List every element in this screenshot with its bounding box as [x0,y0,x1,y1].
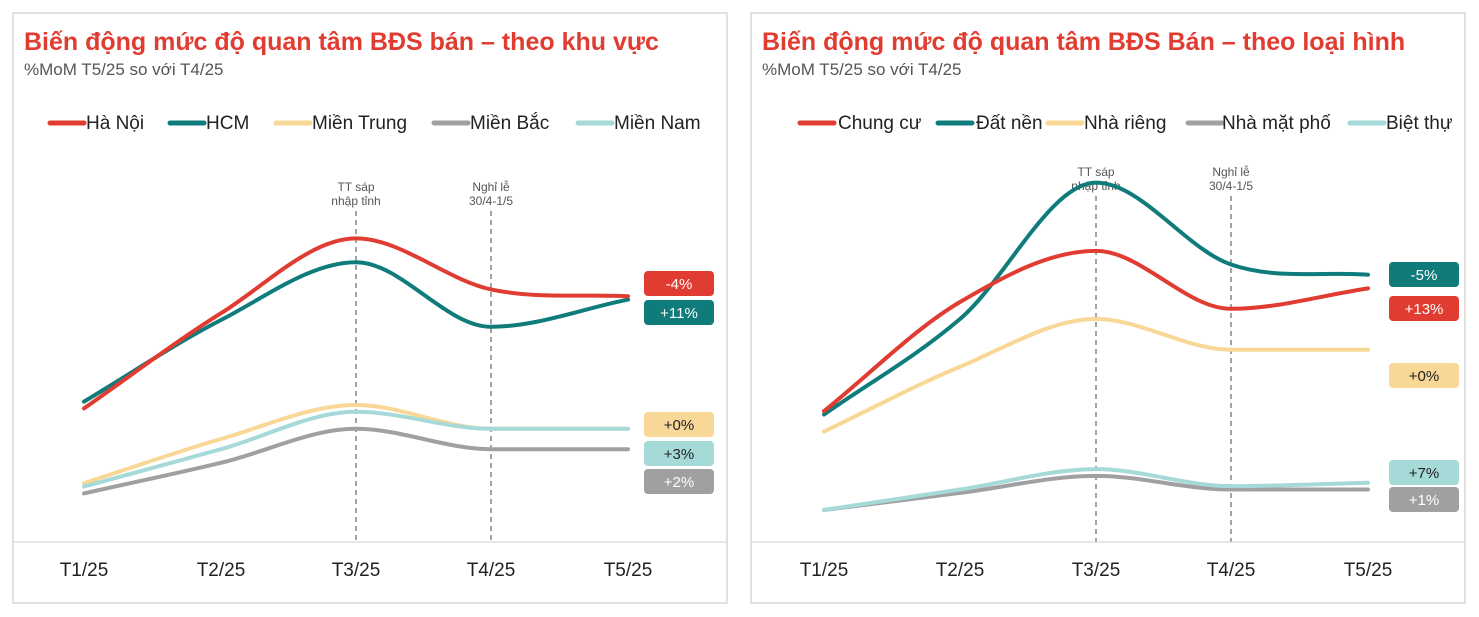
legend-label-nha-rieng: Nhà riêng [1084,113,1166,134]
legend-label-biet-thu: Biệt thự [1386,113,1453,134]
legend-label-chung-cu: Chung cư [838,113,922,134]
end-label-dat-nen: -5% [1411,267,1438,284]
series-line-nha-rieng [822,317,1370,434]
x-tick-label: T4/25 [1207,560,1256,581]
end-label-box-mien-nam [644,441,714,466]
series-line-dat-nen [822,180,1370,417]
end-label-mien-trung: +0% [664,417,694,434]
series-line-nha-mat-pho [822,473,1370,512]
annotation-label: Nghỉ lễ [1212,164,1250,179]
end-label-box-mien-trung [644,412,714,437]
series-line-mien-trung [82,403,630,486]
series-line-mien-nam [82,409,630,489]
x-tick-label: T2/25 [936,560,985,581]
annotation-label: Nghỉ lễ [472,179,510,194]
x-tick-label: T5/25 [1344,560,1393,581]
chart-panel-region: Biến động mức độ quan tâm BĐS bán – theo… [12,12,728,604]
end-label-box-hcm [644,300,714,325]
end-label-mien-nam: +3% [664,446,694,463]
end-label-hcm: +11% [660,305,698,322]
series-line-ha-noi [82,236,630,411]
series-line-chung-cu [822,248,1370,414]
line-chart-type: Chung cư Đất nền Nhà riêng Nhà mặt phố Biệt … [752,113,1464,581]
legend-label-dat-nen: Đất nền [976,113,1043,134]
end-label-ha-noi: -4% [666,276,693,293]
end-label-chung-cu: +13% [1405,301,1444,318]
end-label-box-dat-nen [1389,262,1459,287]
chart-title: Biến động mức độ quan tâm BĐS Bán – theo… [762,28,1406,56]
end-label-box-mien-bac [644,469,714,494]
annotation-label: 30/4-1/5 [1209,179,1253,193]
x-tick-label: T4/25 [467,560,516,581]
legend-label-mien-bac: Miền Bắc [470,112,549,134]
chart-title: Biến động mức độ quan tâm BĐS bán – theo… [24,28,659,56]
end-label-box-nha-mat-pho [1389,487,1459,512]
end-label-nha-mat-pho: +1% [1409,492,1439,509]
legend-label-hcm: HCM [206,113,249,134]
end-label-box-nha-rieng [1389,363,1459,388]
series-line-mien-bac [82,426,630,496]
x-tick-label: T3/25 [1072,560,1121,581]
x-tick-label: T5/25 [604,560,653,581]
x-tick-label: T1/25 [800,560,849,581]
chart-subtitle: %MoM T5/25 so với T4/25 [762,60,962,79]
x-tick-label: T2/25 [197,560,246,581]
legend-label-ha-noi: Hà Nội [86,113,144,134]
end-label-biet-thu: +7% [1409,465,1439,482]
annotation-label: TT sáp [1077,165,1114,179]
end-label-box-ha-noi [644,271,714,296]
x-tick-label: T1/25 [60,560,109,581]
chart-panel-type: Biến động mức độ quan tâm BĐS Bán – theo… [750,12,1466,604]
x-tick-label: T3/25 [332,560,381,581]
end-label-nha-rieng: +0% [1409,368,1439,385]
legend-label-mien-trung: Miền Trung [312,113,407,134]
end-label-mien-bac: +2% [664,474,694,491]
end-label-box-chung-cu [1389,296,1459,321]
annotation-label: 30/4-1/5 [469,194,513,208]
legend-label-mien-nam: Miền Nam [614,113,701,134]
series-line-biet-thu [822,467,1370,512]
annotation-label: TT sáp [337,180,374,194]
legend-label-nha-mat-pho: Nhà mặt phố [1222,113,1331,134]
chart-subtitle: %MoM T5/25 so với T4/25 [24,60,224,79]
annotation-label: nhập tỉnh [331,194,380,208]
end-label-box-biet-thu [1389,460,1459,485]
line-chart-region: Hà Nội HCM Miền Trung Miền Bắc Miền Nam TT sá… [14,112,726,581]
